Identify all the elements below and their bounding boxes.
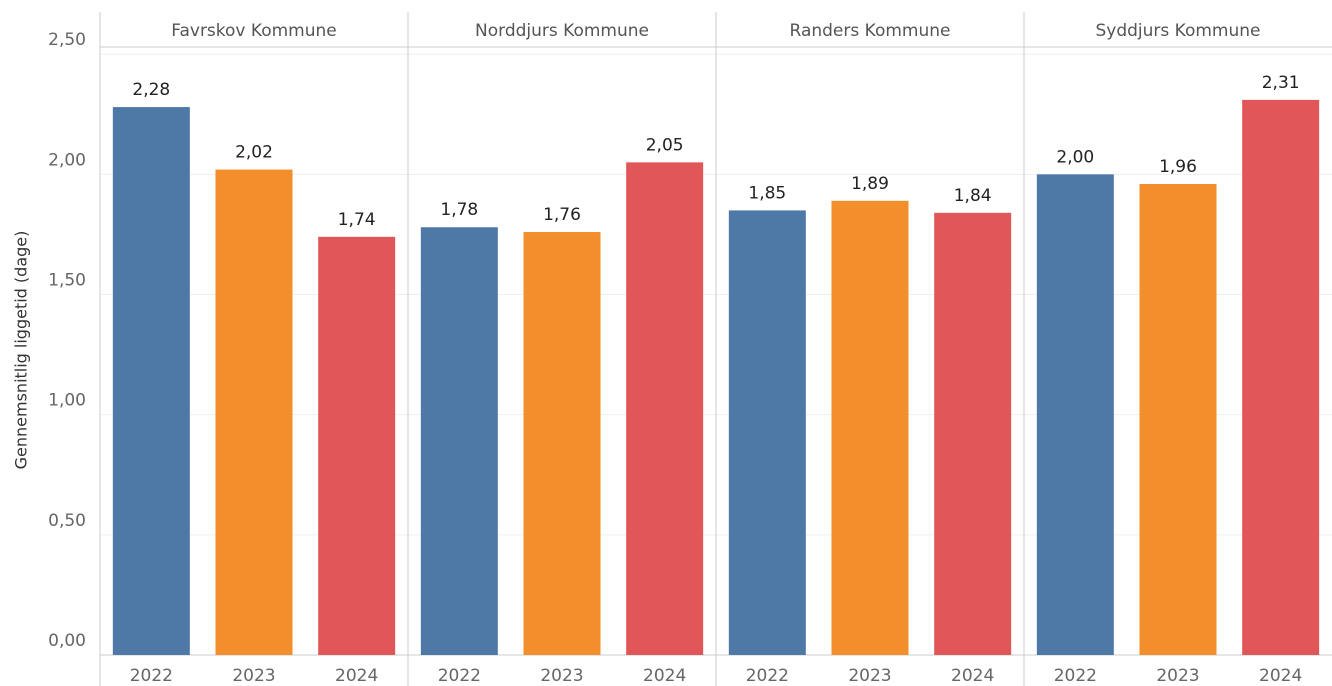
bar [318, 236, 396, 656]
x-tick-label: 2022 [1054, 666, 1097, 686]
value-label: 2,05 [646, 135, 684, 155]
x-tick-label: 2023 [232, 666, 275, 686]
x-tick-label: 2024 [951, 666, 994, 686]
bar [1036, 174, 1114, 655]
y-tick-label: 1,00 [48, 391, 86, 411]
panel-header: Randers Kommune [790, 21, 951, 41]
x-tick-label: 2024 [1259, 666, 1302, 686]
y-tick-label: 0,00 [48, 631, 86, 651]
x-tick-label: 2023 [848, 666, 891, 686]
x-tick-label: 2022 [746, 666, 789, 686]
bar [112, 107, 190, 656]
value-label: 1,74 [338, 210, 376, 230]
value-label: 1,85 [748, 183, 786, 203]
value-label: 2,31 [1262, 73, 1300, 93]
bar [626, 162, 704, 655]
bar [831, 200, 909, 655]
bar [215, 169, 293, 655]
bar [728, 210, 806, 655]
x-tick-label: 2024 [643, 666, 686, 686]
panel-header: Favrskov Kommune [171, 21, 336, 41]
x-tick-label: 2022 [438, 666, 481, 686]
value-label: 1,76 [543, 205, 581, 225]
y-axis-title: Gennemsnitlig liggetid (dage) [12, 231, 31, 470]
y-tick-label: 0,50 [48, 511, 86, 531]
value-label: 1,84 [954, 186, 992, 206]
panel-header: Syddjurs Kommune [1095, 21, 1260, 41]
value-label: 1,89 [851, 174, 889, 194]
bar [420, 227, 498, 655]
bar [1242, 99, 1320, 655]
x-tick-label: 2023 [540, 666, 583, 686]
y-tick-label: 2,50 [48, 30, 86, 50]
value-label: 2,02 [235, 143, 273, 163]
x-tick-label: 2023 [1156, 666, 1199, 686]
value-label: 2,28 [132, 80, 170, 100]
value-label: 1,78 [440, 200, 478, 220]
value-label: 1,96 [1159, 157, 1197, 177]
bar [1139, 183, 1217, 656]
panel-header: Norddjurs Kommune [475, 21, 649, 41]
x-tick-label: 2022 [130, 666, 173, 686]
x-tick-label: 2024 [335, 666, 378, 686]
y-tick-label: 1,50 [48, 271, 86, 291]
bar [523, 232, 601, 656]
y-tick-label: 2,00 [48, 150, 86, 170]
value-label: 2,00 [1056, 147, 1094, 167]
bar [934, 212, 1012, 655]
